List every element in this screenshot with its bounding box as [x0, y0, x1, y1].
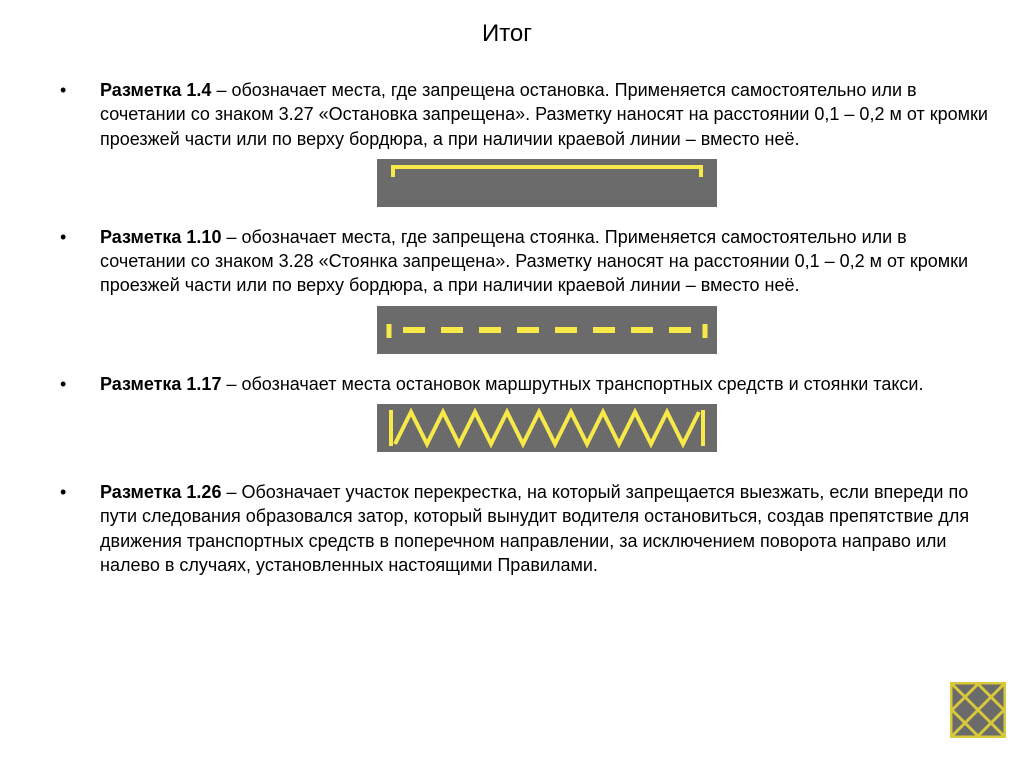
list-item: Разметка 1.10 – обозначает места, где за…: [60, 225, 994, 354]
road-strip-dashed: [377, 306, 717, 354]
diagram-1-17: [100, 404, 994, 452]
list-item: Разметка 1.17 – обозначает места останов…: [60, 372, 994, 452]
diagram-1-4: [100, 159, 994, 207]
list-item: Разметка 1.26 – Обозначает участок перек…: [60, 480, 994, 577]
list-item: Разметка 1.4 – обозначает места, где зап…: [60, 78, 994, 207]
marking-label: Разметка 1.10: [100, 227, 221, 247]
page-title: Итог: [20, 20, 994, 48]
waffle-sign-icon: [950, 682, 1006, 738]
marking-label: Разметка 1.17: [100, 374, 221, 394]
summary-list: Разметка 1.4 – обозначает места, где зап…: [20, 78, 994, 577]
road-strip-zigzag: [377, 404, 717, 452]
road-strip-solid: [377, 159, 717, 207]
marking-text: – обозначает места, где запрещена остано…: [100, 80, 988, 149]
marking-label: Разметка 1.26: [100, 482, 221, 502]
marking-text: – обозначает места остановок маршрутных …: [221, 374, 923, 394]
marking-text: – Обозначает участок перекрестка, на кот…: [100, 482, 969, 575]
diagram-1-26: [950, 682, 1006, 743]
marking-label: Разметка 1.4: [100, 80, 211, 100]
diagram-1-10: [100, 306, 994, 354]
marking-text: – обозначает места, где запрещена стоянк…: [100, 227, 968, 296]
